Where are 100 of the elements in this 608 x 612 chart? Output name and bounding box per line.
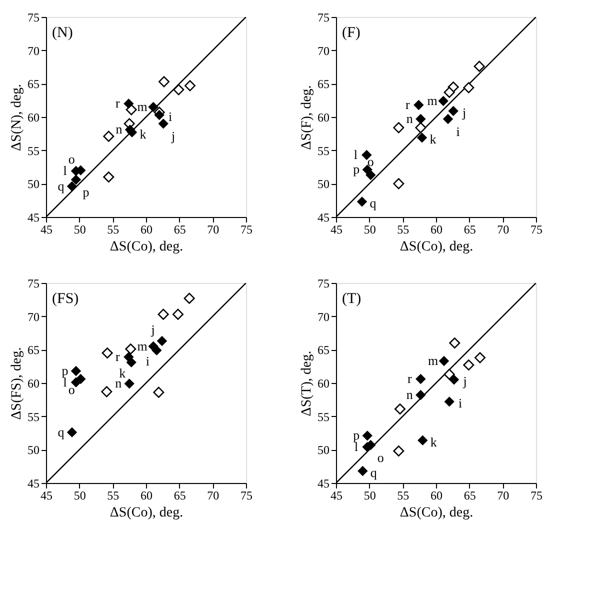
y-tick-label: 65 — [318, 77, 330, 92]
annotation: r — [115, 96, 120, 111]
y-axis-title: ΔS(N), deg. — [10, 84, 24, 151]
x-tick-label: 45 — [40, 222, 52, 236]
x-tick-label: 65 — [174, 222, 186, 236]
annotation: o — [68, 382, 75, 397]
y-tick-label: 65 — [28, 343, 40, 358]
x-tick-label: 70 — [497, 222, 510, 236]
x-tick-label: 50 — [364, 488, 376, 502]
annotation: k — [119, 365, 126, 380]
annotation: j — [462, 105, 466, 120]
annotation: i — [146, 353, 150, 368]
x-tick-label: 55 — [107, 488, 120, 502]
y-tick-label: 70 — [28, 310, 40, 324]
x-tick-label: 75 — [240, 488, 252, 502]
annotation: q — [58, 424, 65, 440]
x-tick-label: 65 — [464, 488, 476, 502]
annotation: m — [137, 99, 148, 114]
y-tick-label: 70 — [318, 44, 330, 58]
x-tick-label: 50 — [74, 222, 86, 236]
y-tick-label: 60 — [318, 110, 330, 124]
y-tick-label: 70 — [318, 310, 330, 324]
y-tick-label: 50 — [318, 177, 330, 192]
annotation: n — [406, 111, 414, 126]
annotation: j — [462, 374, 467, 389]
annotation: k — [430, 132, 437, 147]
y-tick-label: 65 — [28, 77, 40, 92]
x-tick-label: 75 — [530, 488, 542, 502]
x-axis-title: ΔS(Co), deg. — [400, 506, 474, 520]
x-tick-label: 55 — [397, 222, 410, 236]
x-axis-title: ΔS(Co), deg. — [400, 240, 474, 254]
annotation: n — [116, 122, 123, 137]
y-tick-label: 50 — [28, 443, 40, 458]
annotation: r — [115, 349, 120, 364]
y-tick-label: 75 — [318, 10, 330, 24]
annotation: o — [377, 450, 384, 465]
annotation: o — [68, 151, 75, 166]
y-tick-label: 55 — [318, 144, 330, 158]
annotation: i — [458, 396, 463, 411]
y-tick-label: 75 — [28, 276, 40, 290]
annotation: q — [370, 196, 377, 211]
x-tick-label: 55 — [107, 222, 120, 236]
annotation: r — [405, 97, 410, 112]
y-tick-label: 55 — [28, 144, 40, 158]
x-tick-label: 50 — [364, 222, 376, 236]
y-tick-label: 75 — [28, 10, 40, 24]
annotation: p — [82, 184, 90, 200]
annotation: m — [137, 338, 148, 354]
annotation: r — [407, 371, 412, 386]
y-axis-title: ΔS(T), deg. — [300, 350, 314, 416]
annotation: p — [353, 162, 360, 177]
y-tick-label: 65 — [318, 343, 330, 358]
annotation: i — [168, 109, 173, 124]
annotation: k — [140, 126, 147, 142]
y-tick-label: 45 — [28, 210, 40, 224]
text: (T) — [342, 291, 362, 307]
x-tick-label: 50 — [74, 488, 86, 502]
x-axis-title: ΔS(Co), deg. — [110, 506, 184, 520]
text: (F) — [342, 25, 360, 41]
x-tick-label: 60 — [430, 222, 442, 236]
y-axis-title: ΔS(F), deg. — [300, 85, 314, 150]
x-tick-label: 45 — [330, 222, 342, 236]
x-tick-label: 55 — [397, 488, 410, 502]
annotation: q — [58, 178, 65, 194]
x-tick-label: 65 — [174, 488, 186, 502]
x-tick-label: 60 — [140, 488, 152, 502]
y-tick-label: 45 — [318, 476, 330, 490]
y-tick-label: 60 — [28, 376, 40, 390]
y-tick-label: 60 — [28, 110, 40, 124]
x-tick-label: 75 — [530, 222, 542, 236]
y-tick-label: 70 — [28, 44, 40, 58]
x-tick-label: 75 — [240, 222, 252, 236]
annotation: q — [370, 465, 378, 480]
annotation: k — [430, 434, 438, 450]
y-tick-label: 60 — [318, 376, 330, 390]
annotation: j — [150, 322, 155, 337]
y-axis-title: ΔS(FS), deg. — [10, 347, 24, 420]
annotation: j — [170, 128, 176, 144]
y-tick-label: 75 — [318, 276, 330, 290]
y-tick-label: 50 — [318, 443, 330, 458]
x-tick-label: 60 — [430, 488, 442, 502]
x-tick-label: 45 — [330, 488, 342, 502]
x-tick-label: 45 — [40, 488, 52, 502]
x-tick-label: 70 — [497, 488, 510, 502]
x-tick-label: 70 — [207, 488, 220, 502]
annotation: n — [406, 387, 414, 402]
y-tick-label: 45 — [28, 476, 40, 490]
x-tick-label: 70 — [207, 222, 220, 236]
text: (N) — [52, 25, 73, 41]
x-tick-label: 60 — [140, 222, 152, 236]
annotation: p — [62, 363, 68, 378]
annotation: o — [367, 154, 374, 169]
annotation: m — [427, 93, 438, 108]
annotation: i — [456, 124, 460, 139]
annotation: l — [354, 147, 358, 162]
text: (FS) — [52, 291, 79, 307]
y-tick-label: 55 — [28, 410, 40, 424]
annotation: p — [353, 428, 360, 443]
y-tick-label: 50 — [28, 177, 40, 192]
x-tick-label: 65 — [464, 222, 476, 236]
